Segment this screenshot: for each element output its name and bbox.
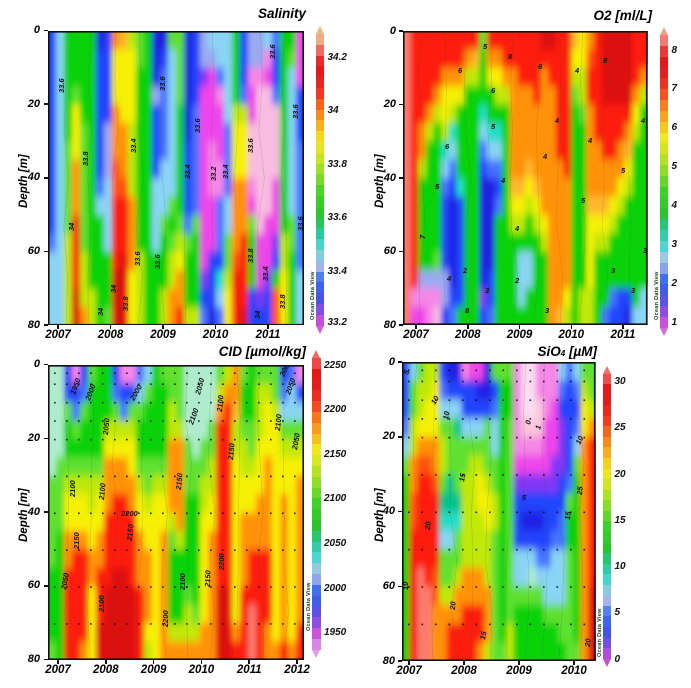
svg-text:3: 3 <box>611 266 616 275</box>
svg-text:4: 4 <box>542 152 548 161</box>
svg-text:8: 8 <box>508 52 513 61</box>
svg-text:7: 7 <box>418 234 427 239</box>
svg-text:3: 3 <box>643 246 648 255</box>
svg-text:2150: 2150 <box>72 531 81 550</box>
svg-text:33.6: 33.6 <box>246 137 255 152</box>
svg-text:6: 6 <box>538 62 543 71</box>
svg-text:33.6: 33.6 <box>296 215 304 230</box>
svg-text:34: 34 <box>109 283 118 292</box>
svg-text:4: 4 <box>574 66 580 75</box>
svg-text:4: 4 <box>514 224 520 233</box>
svg-text:34: 34 <box>253 309 262 318</box>
svg-text:33.4: 33.4 <box>183 163 192 178</box>
svg-text:2150: 2150 <box>124 522 135 541</box>
svg-text:10: 10 <box>441 410 451 421</box>
svg-text:15: 15 <box>478 630 488 641</box>
svg-text:33.4: 33.4 <box>129 137 138 152</box>
svg-text:2150: 2150 <box>173 471 184 490</box>
svg-text:33.6: 33.6 <box>153 253 162 268</box>
svg-text:2050: 2050 <box>58 571 70 591</box>
svg-text:8: 8 <box>465 306 470 315</box>
svg-text:33.8: 33.8 <box>121 295 130 310</box>
svg-text:0: 0 <box>523 418 533 425</box>
svg-text:33.8: 33.8 <box>246 247 255 262</box>
svg-text:4: 4 <box>640 116 646 125</box>
svg-text:2: 2 <box>462 266 468 275</box>
svg-text:2100: 2100 <box>214 393 225 412</box>
svg-text:2100: 2100 <box>96 481 107 500</box>
svg-text:5: 5 <box>522 493 527 502</box>
svg-text:2200: 2200 <box>120 509 139 518</box>
svg-text:3: 3 <box>485 286 490 295</box>
svg-text:2100: 2100 <box>68 479 77 498</box>
svg-text:33.6: 33.6 <box>268 43 277 58</box>
svg-text:3: 3 <box>631 286 636 295</box>
svg-text:2: 2 <box>514 276 520 285</box>
svg-text:33.6: 33.6 <box>133 250 142 265</box>
svg-text:5: 5 <box>483 42 488 51</box>
svg-text:4: 4 <box>587 136 593 145</box>
svg-text:6: 6 <box>491 86 496 95</box>
svg-text:34: 34 <box>96 306 105 315</box>
svg-text:33.4: 33.4 <box>261 265 270 280</box>
svg-text:2200: 2200 <box>217 552 226 571</box>
svg-text:15: 15 <box>563 510 573 520</box>
svg-text:2100: 2100 <box>178 572 187 591</box>
svg-text:33.8: 33.8 <box>81 150 90 165</box>
svg-text:2050: 2050 <box>289 431 301 451</box>
svg-text:1: 1 <box>533 424 543 430</box>
svg-text:33.8: 33.8 <box>278 293 287 308</box>
svg-text:15: 15 <box>457 472 467 483</box>
svg-text:4: 4 <box>554 116 560 125</box>
svg-text:4: 4 <box>500 176 506 185</box>
svg-text:2150: 2150 <box>225 441 236 460</box>
svg-text:2050: 2050 <box>100 416 111 435</box>
svg-text:10: 10 <box>402 581 410 590</box>
svg-text:8: 8 <box>603 56 608 65</box>
svg-text:25: 25 <box>575 485 585 496</box>
svg-text:20: 20 <box>423 520 433 531</box>
svg-text:5: 5 <box>435 182 440 191</box>
svg-text:33.6: 33.6 <box>158 75 167 90</box>
svg-text:5: 5 <box>621 166 626 175</box>
svg-text:33.2: 33.2 <box>209 165 218 180</box>
svg-text:5: 5 <box>402 368 412 376</box>
svg-text:33.4: 33.4 <box>221 163 230 178</box>
svg-text:2100: 2100 <box>97 594 106 613</box>
svg-text:6: 6 <box>445 142 450 151</box>
svg-text:2200: 2200 <box>161 609 170 628</box>
svg-text:5: 5 <box>491 122 496 131</box>
svg-text:2150: 2150 <box>202 569 212 588</box>
svg-text:20: 20 <box>448 600 458 611</box>
svg-text:34: 34 <box>67 221 76 230</box>
svg-text:33.6: 33.6 <box>57 77 66 92</box>
svg-text:33.6: 33.6 <box>291 103 300 118</box>
svg-text:4: 4 <box>446 274 452 283</box>
svg-text:33.6: 33.6 <box>193 117 202 132</box>
svg-text:6: 6 <box>458 66 463 75</box>
svg-text:2100: 2100 <box>272 412 283 431</box>
svg-text:20: 20 <box>583 637 593 648</box>
svg-text:3: 3 <box>545 306 550 315</box>
svg-text:5: 5 <box>581 196 586 205</box>
